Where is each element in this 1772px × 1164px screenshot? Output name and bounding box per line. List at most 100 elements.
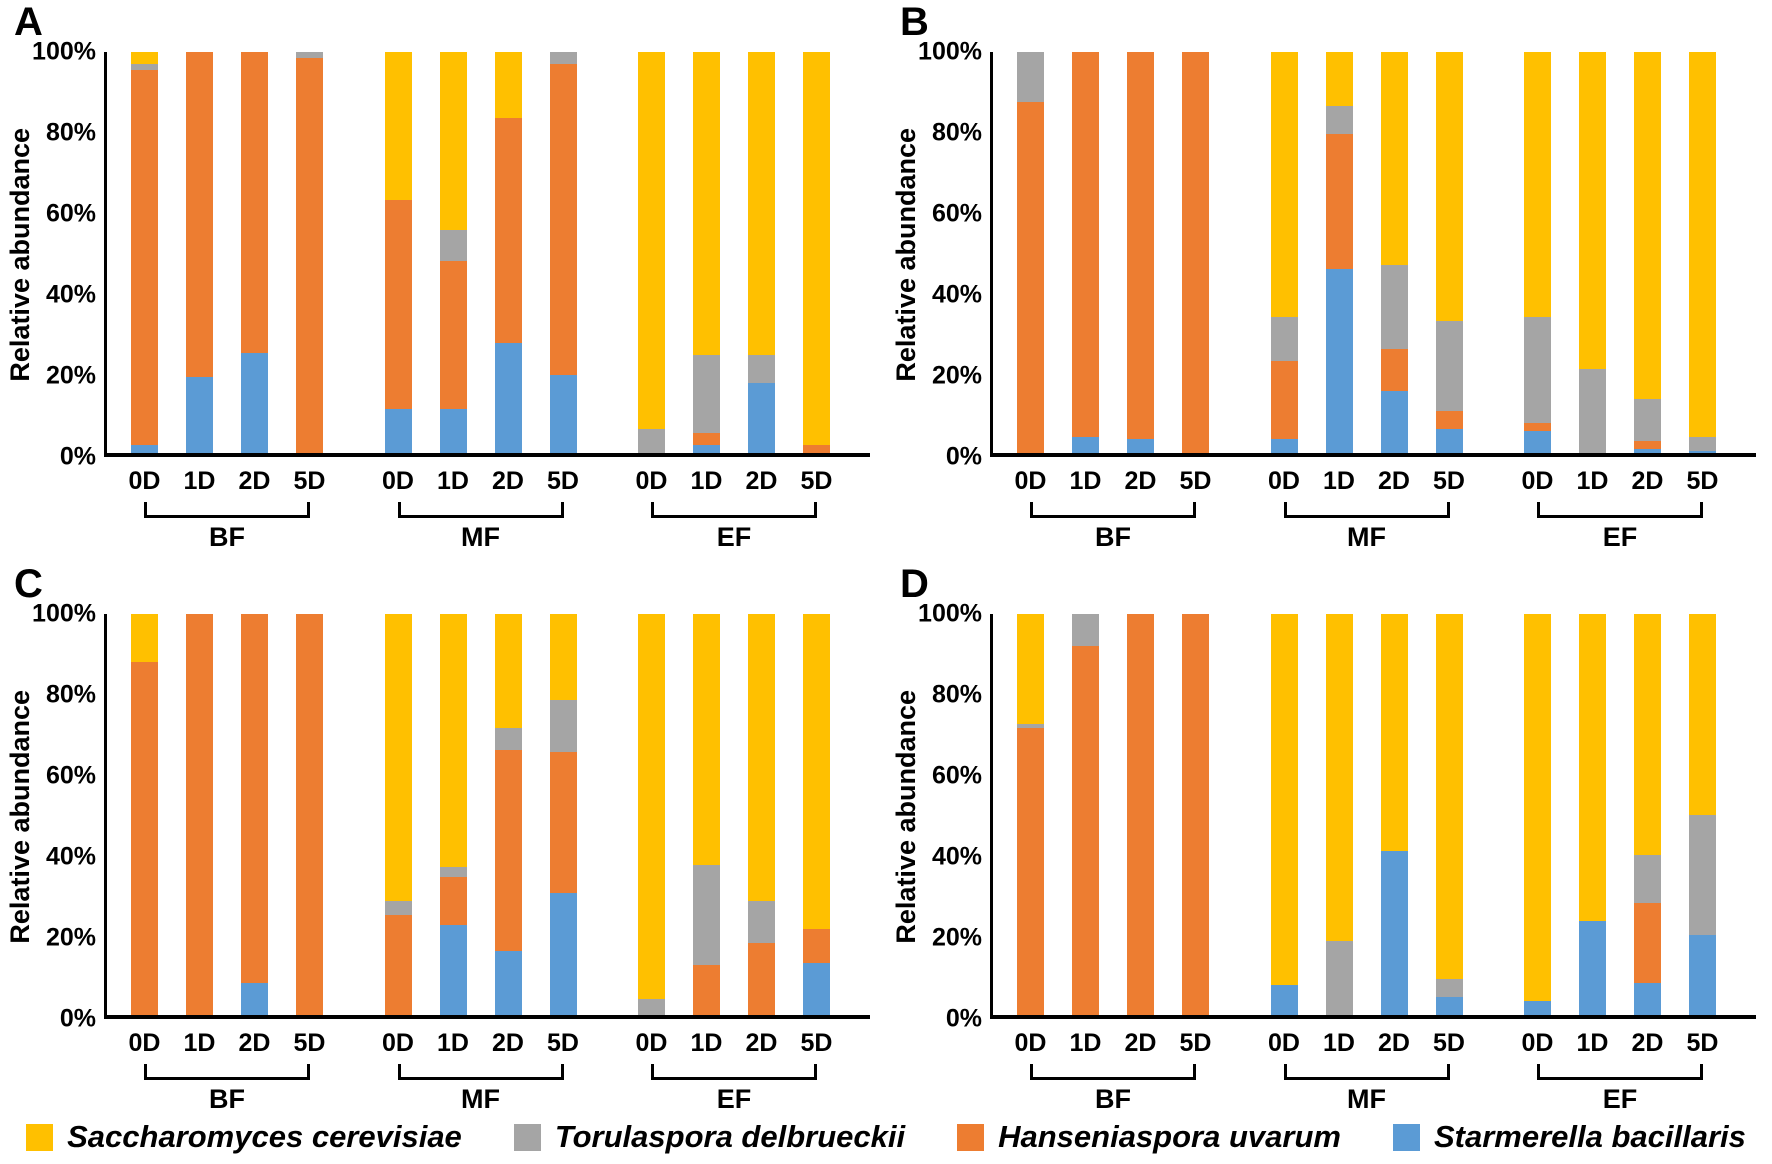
bar-segment-sb — [1380, 390, 1408, 453]
bar-segment-hu — [1325, 134, 1353, 269]
group-label-ef: EF — [1602, 1084, 1638, 1114]
stacked-bar-d-mf-0d — [1270, 614, 1298, 1015]
group-bracket-mf — [397, 1064, 564, 1080]
x-tick-labels: 0D 1D 2D 5D — [635, 467, 833, 496]
chart-b: Relative abundance 0% 20% 40% 60% 80% 100% — [886, 38, 1756, 471]
bar-segment-sb — [494, 950, 522, 1015]
legend-swatch-starmerella-bacillaris — [1392, 1123, 1420, 1151]
y-axis-title: Relative abundance — [890, 689, 921, 944]
group-bracket-mf — [1283, 502, 1450, 518]
y-tick-60: 60% — [45, 761, 96, 790]
bar-segment-sb — [241, 982, 268, 1015]
panel-d: D Relative abundance 0% 20% 40% 60% 80% 100% 0D 1… — [886, 562, 1772, 1114]
y-axis-ticks: 0% 20% 40% 60% 80% 100% — [32, 38, 104, 471]
legend-item-starmerella-bacillaris: Starmerella bacillaris — [1392, 1119, 1746, 1155]
group-label-bf: BF — [1095, 522, 1131, 552]
y-axis-title: Relative abundance — [4, 127, 35, 382]
x-group-a-ef: 0D 1D 2D 5D EF — [635, 467, 833, 553]
group-label-bf: BF — [209, 1084, 245, 1114]
bar-segment-td — [748, 900, 775, 943]
y-tick-20: 20% — [45, 361, 96, 390]
chart-a: Relative abundance 0% 20% 40% 60% 80% 100% — [0, 38, 870, 471]
plot-area-a — [104, 52, 870, 457]
y-tick-80: 80% — [931, 118, 982, 147]
y-axis-title-wrap: Relative abundance — [886, 52, 926, 457]
bar-segment-td — [384, 900, 412, 915]
stacked-bar-d-ef-2d — [1634, 614, 1661, 1015]
plot-area-c — [104, 614, 870, 1019]
bar-segment-sb — [1127, 438, 1154, 453]
bar-segment-hu — [1435, 410, 1463, 429]
stacked-bar-b-ef-2d — [1634, 52, 1661, 453]
bar-segment-td — [1689, 436, 1716, 451]
stacked-bar-a-bf-2d — [241, 52, 268, 453]
x-group-c-mf: 0D 1D 2D 5D MF — [382, 1029, 579, 1115]
bar-segment-sb — [1524, 1000, 1551, 1015]
bar-segment-hu — [803, 444, 830, 453]
panel-letter-c: C — [14, 562, 43, 606]
x-tick-label-1d: 1D — [1576, 1029, 1609, 1057]
x-tick-label-5d: 5D — [1433, 1029, 1465, 1057]
stacked-bar-a-mf-5d — [549, 52, 577, 453]
stacked-bar-c-bf-0d — [131, 614, 158, 1015]
y-tick-60: 60% — [45, 199, 96, 228]
bar-segment-hu — [1182, 614, 1209, 1015]
bar-segment-sb — [494, 342, 522, 453]
bar-segment-sb — [1524, 430, 1551, 453]
x-tick-label-1d: 1D — [437, 1029, 469, 1057]
bar-group-d-ef — [1524, 614, 1716, 1015]
bar-segment-sc — [1435, 52, 1463, 321]
x-axis-c: 0D 1D 2D 5D BF 0D 1D 2D 5D MF 0D 1D 2D 5D EF — [129, 1029, 833, 1115]
bar-group-d-bf — [1017, 614, 1209, 1015]
x-tick-label-0d: 0D — [1268, 467, 1300, 495]
y-axis-title-wrap: Relative abundance — [0, 52, 40, 457]
y-tick-0: 0% — [945, 442, 982, 471]
x-tick-label-2d: 2D — [1124, 1029, 1157, 1057]
stacked-bar-c-mf-1d — [439, 614, 467, 1015]
x-tick-label-2d: 2D — [238, 467, 271, 495]
bar-segment-sb — [1689, 934, 1716, 1015]
bar-segment-hu — [384, 200, 412, 409]
bar-segment-hu — [384, 914, 412, 1015]
y-axis-title: Relative abundance — [890, 127, 921, 382]
bar-segment-sc — [1325, 52, 1353, 107]
stacked-bar-c-bf-2d — [241, 614, 268, 1015]
bar-segment-td — [1325, 106, 1353, 135]
x-tick-label-0d: 0D — [635, 467, 668, 495]
x-tick-label-5d: 5D — [293, 1029, 326, 1057]
stacked-bar-a-bf-0d — [131, 52, 158, 453]
bar-segment-sc — [1270, 614, 1298, 985]
bar-segment-sc — [1579, 614, 1606, 921]
bar-segment-hu — [494, 118, 522, 343]
y-tick-40: 40% — [45, 842, 96, 871]
bar-segment-sb — [1579, 920, 1606, 1015]
x-tick-labels: 0D 1D 2D 5D — [1522, 1029, 1719, 1058]
bar-segment-hu — [803, 928, 830, 963]
bar-segment-sb — [439, 408, 467, 453]
stacked-bar-d-ef-5d — [1689, 614, 1716, 1015]
x-axis-a: 0D 1D 2D 5D BF 0D 1D 2D 5D MF 0D 1D 2D 5D EF — [129, 467, 833, 553]
stacked-bar-c-ef-0d — [638, 614, 665, 1015]
legend-label-starmerella-bacillaris: Starmerella bacillaris — [1433, 1119, 1746, 1154]
x-group-d-ef: 0D 1D 2D 5D EF — [1522, 1029, 1719, 1115]
group-bracket-ef — [651, 502, 817, 518]
stacked-bar-b-mf-2d — [1380, 52, 1408, 453]
group-bracket-bf — [1030, 502, 1196, 518]
x-tick-label-5d: 5D — [1433, 467, 1465, 495]
x-tick-label-2d: 2D — [492, 467, 524, 495]
bar-segment-sc — [1380, 614, 1408, 851]
bar-segment-sc — [549, 614, 577, 701]
bar-segment-hu — [1182, 52, 1209, 453]
x-group-d-mf: 0D 1D 2D 5D MF — [1268, 1029, 1465, 1115]
legend-label-hanseniaspora-uvarum: Hanseniaspora uvarum — [998, 1119, 1341, 1154]
y-tick-60: 60% — [931, 761, 982, 790]
bar-segment-td — [131, 64, 158, 71]
y-axis-ticks: 0% 20% 40% 60% 80% 100% — [918, 38, 990, 471]
x-tick-label-1d: 1D — [183, 1029, 216, 1057]
bar-segment-sb — [1435, 428, 1463, 453]
stacked-bar-a-ef-1d — [693, 52, 720, 453]
stacked-bar-a-ef-0d — [638, 52, 665, 453]
bar-group-c-ef — [638, 614, 830, 1015]
bar-segment-hu — [186, 614, 213, 1015]
